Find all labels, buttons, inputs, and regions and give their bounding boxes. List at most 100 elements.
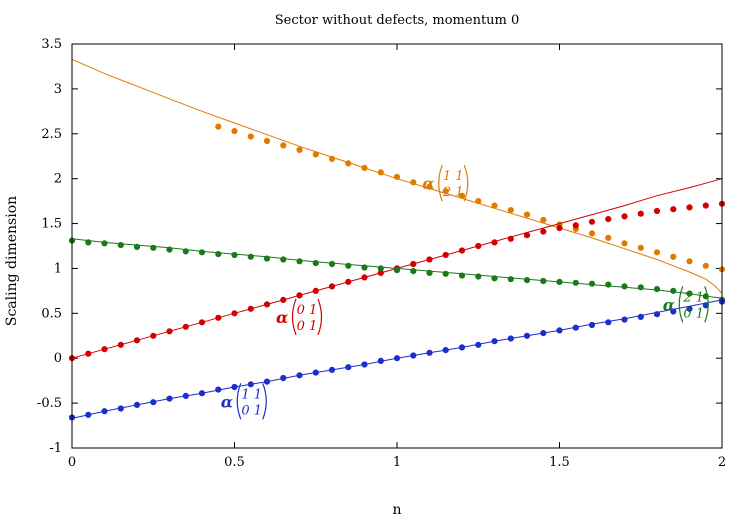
series-1-point [670,206,677,213]
series-2-point [247,253,254,260]
series-3-point [377,357,384,364]
series-1-point [491,239,498,246]
y-tick-label: 2 [54,172,62,187]
series-0-point [263,137,271,145]
series-1-point [280,296,287,303]
series-2-point [150,244,157,251]
series-0-point [491,202,498,209]
series-3-point [312,369,319,376]
series-2-point [442,270,449,277]
series-3-point [85,411,92,418]
series-label-alpha: α [422,174,434,193]
series-label-bottom-row: 2 1 [442,185,464,200]
series-2-label: α 2 10 1 [663,286,709,323]
series-0-point [458,192,466,199]
x-tick-label: 1 [393,455,401,470]
series-1-point [540,228,547,235]
series-label-bottom-row: 0 1 [683,306,704,321]
series-3-point [166,395,173,402]
series-label-alpha: α [276,308,288,327]
series-3-point [426,349,433,356]
series-2-point [377,265,384,272]
series-2-point [686,290,693,297]
series-0-point [393,173,401,180]
series-1-point [198,319,206,326]
series-0-point [702,262,709,269]
series-label-alpha: α [221,392,233,411]
y-tick-label: 3.5 [41,37,62,52]
series-2-point [280,256,287,263]
y-tick-label: 1.5 [41,217,62,232]
series-1-point [572,222,579,229]
series-0-point [231,128,238,135]
series-1-point [410,260,417,268]
series-1-point [361,274,368,281]
series-3-point [296,372,303,379]
y-axis-label: Scaling dimension [4,196,20,326]
series-1-point [588,218,596,225]
series-2-point [458,272,466,279]
series-3-point [263,378,271,385]
series-0-point [312,151,319,158]
series-label-bottom-row: 0 1 [241,403,262,418]
series-0-point [588,230,596,237]
series-label-left-paren [438,164,443,202]
y-tick-label: 0 [54,351,62,366]
series-1-point [312,287,319,294]
series-1-point [621,213,628,220]
series-0-point [605,234,612,241]
series-2-point [621,283,628,290]
series-1-point [328,283,336,290]
series-3-point [231,383,238,391]
series-2-point [117,242,124,249]
series-1-point [556,224,563,232]
series-1-point [263,301,271,308]
series-label-top-row: 0 1 [297,303,318,318]
series-label-left-paren [291,298,297,336]
x-tick-label: 2 [718,455,726,470]
series-3-point [182,392,189,399]
series-2-point [572,279,579,286]
x-tick-label: 0.5 [224,455,245,470]
series-1-point [150,332,157,339]
series-3-point [198,390,206,397]
series-1-point [231,310,238,317]
series-3-point [605,319,612,326]
series-2-point [328,260,336,268]
plot-area [68,58,726,421]
series-3-point [523,332,531,339]
series-label-top-row: 1 1 [443,169,464,184]
series-2-point [345,262,352,269]
series-1-point [686,204,693,211]
series-label-left-paren [678,286,684,323]
series-2-point [605,281,612,288]
series-3-point [540,330,547,337]
series-0-point [280,142,287,149]
series-3-point [361,361,368,368]
series-3-point [637,313,644,320]
series-2-point [588,280,596,287]
series-0-point [621,240,628,247]
series-label-right-paren [704,286,709,323]
y-tick-label: 2.5 [41,127,62,142]
y-tick-label: -1 [49,441,62,456]
series-2-point [361,264,368,271]
series-3-point [556,327,563,334]
series-3-point [133,401,141,408]
series-2-point [556,278,563,285]
x-tick-label: 0 [68,455,76,470]
series-label-alpha: α [663,295,675,314]
series-3-point [588,321,596,329]
series-label-left-paren [236,383,242,420]
series-2-point [85,239,92,246]
series-3-point [670,308,677,315]
series-0-point [523,211,531,218]
series-2-point [637,284,644,291]
series-0-point [653,249,661,256]
plot-frame [71,43,723,449]
series-1-point [458,247,466,254]
series-label-top-row: 2 1 [682,290,704,305]
series-3-point [572,324,579,331]
series-1-point [101,346,108,353]
series-2-point [296,258,303,265]
